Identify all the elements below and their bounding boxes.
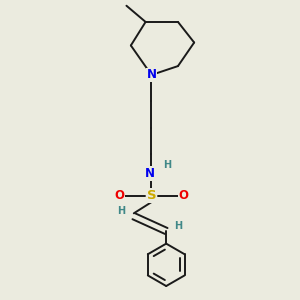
Text: O: O (179, 189, 189, 202)
Text: H: H (163, 160, 171, 170)
Text: O: O (114, 189, 124, 202)
Text: S: S (147, 189, 156, 202)
Text: N: N (145, 167, 155, 180)
Text: H: H (117, 206, 125, 216)
Text: H: H (175, 221, 183, 231)
Text: N: N (146, 68, 157, 81)
